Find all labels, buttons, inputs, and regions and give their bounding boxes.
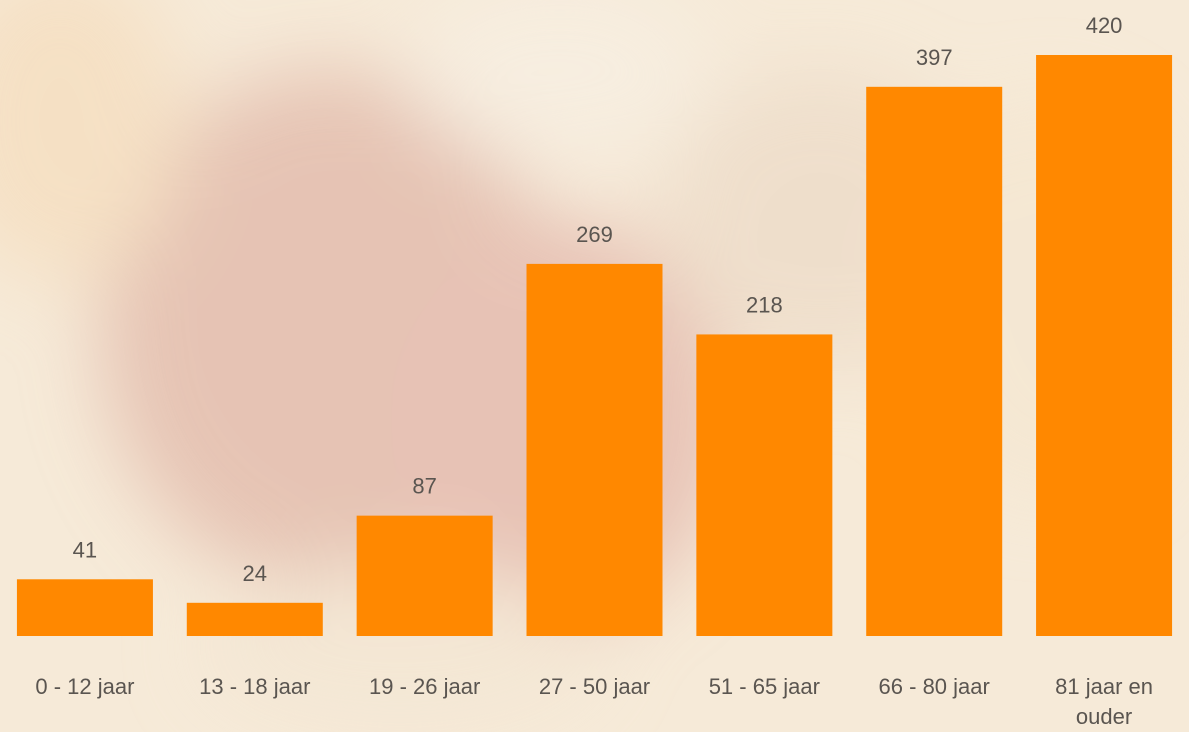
bar: [16, 579, 153, 636]
x-tick-label: 19 - 26 jaar: [368, 674, 481, 699]
value-label: 397: [916, 45, 953, 70]
bar: [356, 515, 493, 636]
x-tick-label: 81 jaar en ouder: [1055, 674, 1153, 729]
x-tick-label: 13 - 18 jaar: [199, 674, 311, 699]
x-tick-label: 0 - 12 jaar: [35, 674, 135, 699]
value-label: 87: [412, 474, 436, 499]
value-label: 269: [576, 222, 613, 247]
bar: [526, 263, 663, 636]
bar: [866, 86, 1003, 637]
x-tick-label: 51 - 65 jaar: [708, 674, 820, 699]
bar: [1036, 55, 1173, 636]
x-tick-label: 27 - 50 jaar: [538, 674, 651, 699]
bar: [696, 334, 833, 636]
value-label: 420: [1086, 13, 1123, 38]
value-label: 218: [746, 292, 783, 317]
x-tick-label: 66 - 80 jaar: [878, 674, 990, 699]
value-label: 24: [243, 561, 267, 586]
bar: [186, 602, 323, 636]
value-label: 41: [73, 537, 97, 562]
